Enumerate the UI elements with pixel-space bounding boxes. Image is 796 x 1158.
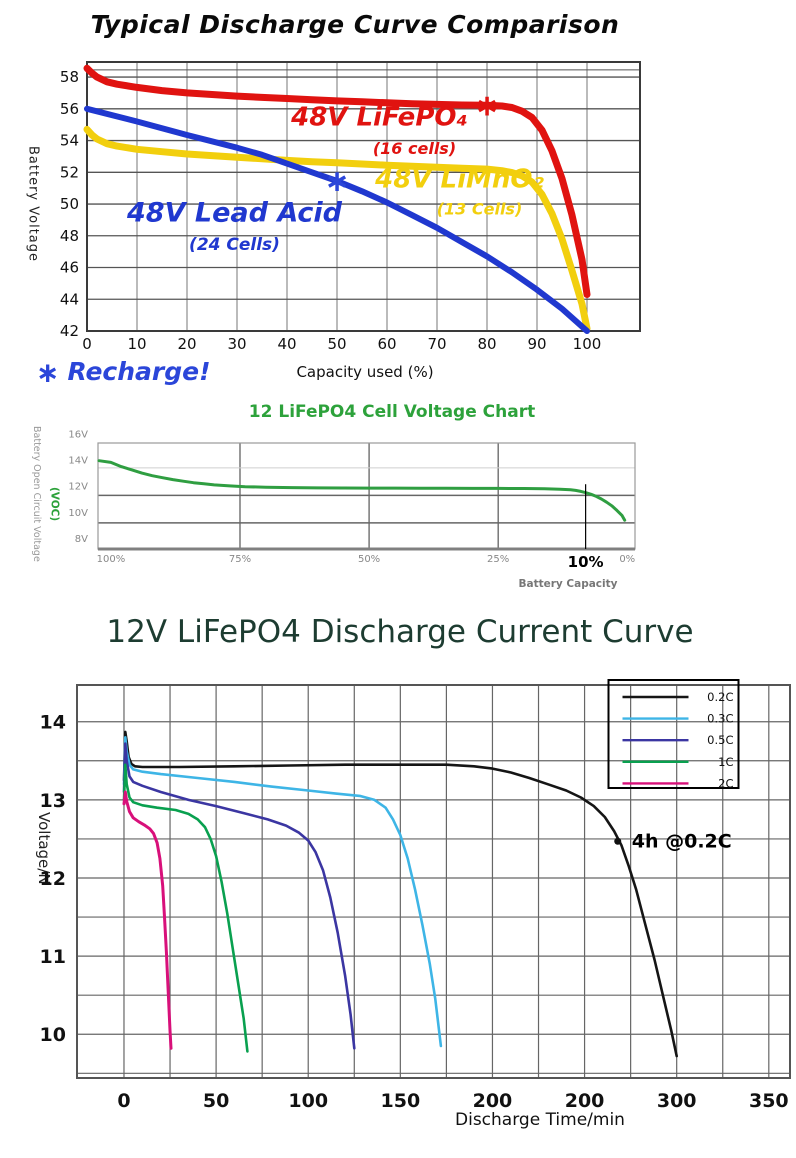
x-tick-label: 100 (288, 1090, 328, 1112)
x-tick-label: 50% (358, 554, 380, 565)
y-tick-label: 14 (40, 712, 66, 734)
y-tick-label: 58 (60, 68, 79, 86)
x-tick-label: 0 (82, 335, 92, 353)
x-tick-label: 40 (277, 335, 296, 353)
y-tick-label: 44 (60, 290, 79, 308)
x-tick-label: 20 (177, 335, 196, 353)
x-tick-label: 100% (97, 554, 126, 565)
y-tick-label: 12V (68, 482, 88, 493)
y-tick-label: 46 (60, 259, 79, 277)
y-tick-label: 50 (60, 195, 79, 213)
y-tick-label: 42 (60, 322, 79, 340)
x-tick-label: 10 (127, 335, 146, 353)
curve-label-5: (24 Cells) (189, 235, 280, 255)
chart3-y-axis-label: Voltage/N (35, 811, 53, 885)
chart2-y-axis-label: Battery Open Circuit Voltage (31, 426, 42, 562)
legend-label-0.3C: 0.3C (707, 712, 733, 726)
y-tick-label: 56 (60, 100, 79, 118)
y-tick-label: 12 (40, 868, 66, 890)
curve-label-4: 48V Lead Acid (126, 197, 343, 228)
y-tick-label: 13 (40, 790, 66, 812)
series-line-1 (83, 125, 591, 333)
cell-voltage-chart: 10% 100% 75% 50% 25% 0% 16V 14V 12V 10V 8V (68, 429, 636, 571)
x-tick-label: 200 (473, 1090, 513, 1112)
legend-label-0.5C: 0.5C (707, 733, 733, 747)
legend-label-2C: 2C (718, 776, 733, 790)
y-tick-label: 54 (60, 132, 79, 150)
y-tick-label: 14V (68, 456, 88, 467)
y-tick-label: 52 (60, 163, 79, 181)
chart1-y-axis-label: Battery Voltage (25, 145, 41, 262)
recharge-footnote-text: Recharge! (67, 357, 211, 386)
cell-voltage-line (97, 459, 627, 522)
x-tick-label: 300 (657, 1090, 697, 1112)
discharge-comparison-chart: ∗∗48V LiFePO₄(16 cells)48V LiMnO₂(13 Cel… (60, 61, 641, 353)
series-line-0.3C (122, 736, 443, 1048)
plot-border (86, 61, 641, 332)
y-tick-label: 16V (68, 429, 88, 440)
y-tick-label: 8V (75, 534, 88, 545)
chart2-title: 12 LiFePO4 Cell Voltage Chart (248, 402, 536, 422)
legend-box (607, 679, 740, 789)
series-line-1C (122, 763, 249, 1053)
curve-label-2: 48V LiMnO₂ (374, 164, 544, 194)
x-tick-label: 150 (381, 1090, 421, 1112)
curve-label-3: (13 Cells) (437, 199, 523, 218)
annotation-dot (614, 837, 622, 845)
x-tick-label: 0% (619, 554, 635, 565)
curve-label-0: 48V LiFePO₄ (290, 102, 468, 132)
series-line-2 (84, 105, 590, 334)
curve-label-1: (16 cells) (373, 139, 456, 158)
chart1-x-axis-label: Capacity used (%) (296, 363, 434, 381)
series-line-0.5C (122, 742, 356, 1050)
y-tick-label: 11 (40, 946, 66, 968)
x-tick-label: 100 (573, 335, 602, 353)
chart2-x-axis-label: Battery Capacity (518, 578, 618, 590)
asterisk-icon: ∗ (36, 356, 60, 389)
y-tick-label: 48 (60, 227, 79, 245)
x-tick-label: 50 (327, 335, 346, 353)
recharge-marker-1: ∗ (324, 164, 349, 199)
x-tick-label: 60 (377, 335, 396, 353)
x-tick-label: 0 (117, 1090, 130, 1112)
plot-border (76, 684, 791, 1079)
chart1-title: Typical Discharge Curve Comparison (90, 10, 620, 39)
legend-label-0.2C: 0.2C (707, 690, 733, 704)
x-tick-label: 75% (229, 554, 251, 565)
annotation-4h-label: 4h @0.2C (632, 830, 732, 852)
y-tick-label: 10 (40, 1024, 66, 1046)
series-line-0.2C (122, 730, 679, 1058)
x-tick-label: 200 (565, 1090, 605, 1112)
discharge-current-chart: 0.2C 0.3C 0.5C 1C 2C 4h @0.2C 0 50 100 150 200 200 3… (40, 679, 791, 1112)
ten-percent-label: 10% (568, 553, 604, 571)
chart3-x-axis-label: Discharge Time/min (455, 1110, 625, 1130)
x-tick-label: 80 (477, 335, 496, 353)
recharge-footnote: ∗ Recharge! (36, 356, 211, 389)
x-tick-label: 350 (749, 1090, 789, 1112)
legend-label-1C: 1C (718, 755, 733, 769)
y-tick-label: 10V (68, 508, 88, 519)
series-line-2C (122, 790, 173, 1050)
chart3-title: 12V LiFePO4 Discharge Current Curve (106, 614, 694, 650)
x-tick-label: 25% (487, 554, 509, 565)
x-tick-label: 90 (527, 335, 546, 353)
recharge-marker-0: ∗ (474, 88, 499, 123)
x-tick-label: 70 (427, 335, 446, 353)
chart2-y-axis-sublabel-voc: (VOC) (48, 486, 61, 522)
x-tick-label: 50 (203, 1090, 229, 1112)
x-tick-label: 30 (227, 335, 246, 353)
series-line-0 (83, 64, 591, 298)
